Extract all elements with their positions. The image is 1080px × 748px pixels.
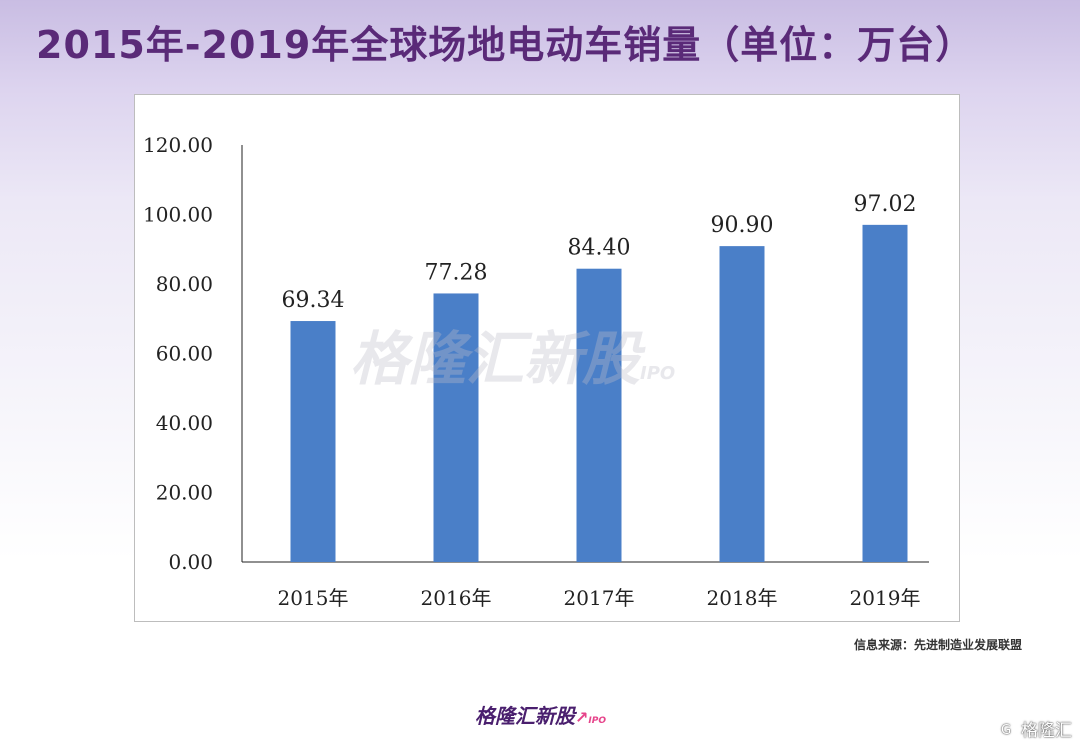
data-label: 69.34 bbox=[282, 288, 345, 313]
bar bbox=[290, 321, 336, 562]
corner-brand: 格隆汇 bbox=[1021, 721, 1072, 741]
bar bbox=[576, 268, 622, 562]
bar-chart: 0.00 20.00 40.00 60.00 80.00 100.00 120.00 69.3… bbox=[143, 133, 929, 610]
y-tick-label: 80.00 bbox=[156, 272, 213, 296]
x-tick-label: 2019年 bbox=[850, 586, 921, 610]
bar bbox=[433, 293, 479, 562]
y-tick-label: 120.00 bbox=[143, 133, 213, 157]
chart-frame: 0.00 20.00 40.00 60.00 80.00 100.00 120.00 69.3… bbox=[134, 94, 960, 622]
x-tick-label: 2016年 bbox=[421, 586, 492, 610]
x-tick-label: 2018年 bbox=[707, 586, 778, 610]
y-tick-label: 0.00 bbox=[168, 550, 213, 574]
data-label: 97.02 bbox=[854, 192, 917, 217]
arrow-up-icon: ↗ bbox=[575, 708, 589, 727]
brand-name: 格隆汇新股 bbox=[475, 704, 575, 728]
y-tick-label: 40.00 bbox=[156, 411, 213, 435]
y-tick-label: 20.00 bbox=[156, 481, 213, 505]
x-tick-label: 2015年 bbox=[278, 586, 349, 610]
corner-watermark: G 格隆汇 bbox=[995, 716, 1072, 742]
data-label: 77.28 bbox=[425, 260, 488, 285]
data-label: 90.90 bbox=[711, 213, 774, 238]
brand-logo: 格隆汇新股↗IPO bbox=[475, 700, 606, 729]
bar bbox=[862, 224, 908, 562]
brand-ipo: IPO bbox=[588, 716, 607, 726]
x-tick-label: 2017年 bbox=[564, 586, 635, 610]
source-note: 信息来源：先进制造业发展联盟 bbox=[853, 638, 1022, 652]
g-logo-icon: G bbox=[995, 720, 1017, 742]
y-tick-label: 60.00 bbox=[156, 342, 213, 366]
bar bbox=[719, 246, 765, 562]
data-label: 84.40 bbox=[568, 236, 631, 261]
y-tick-label: 100.00 bbox=[143, 203, 213, 227]
page-title: 2015年-2019年全球场地电动车销量（单位：万台） bbox=[36, 23, 975, 67]
